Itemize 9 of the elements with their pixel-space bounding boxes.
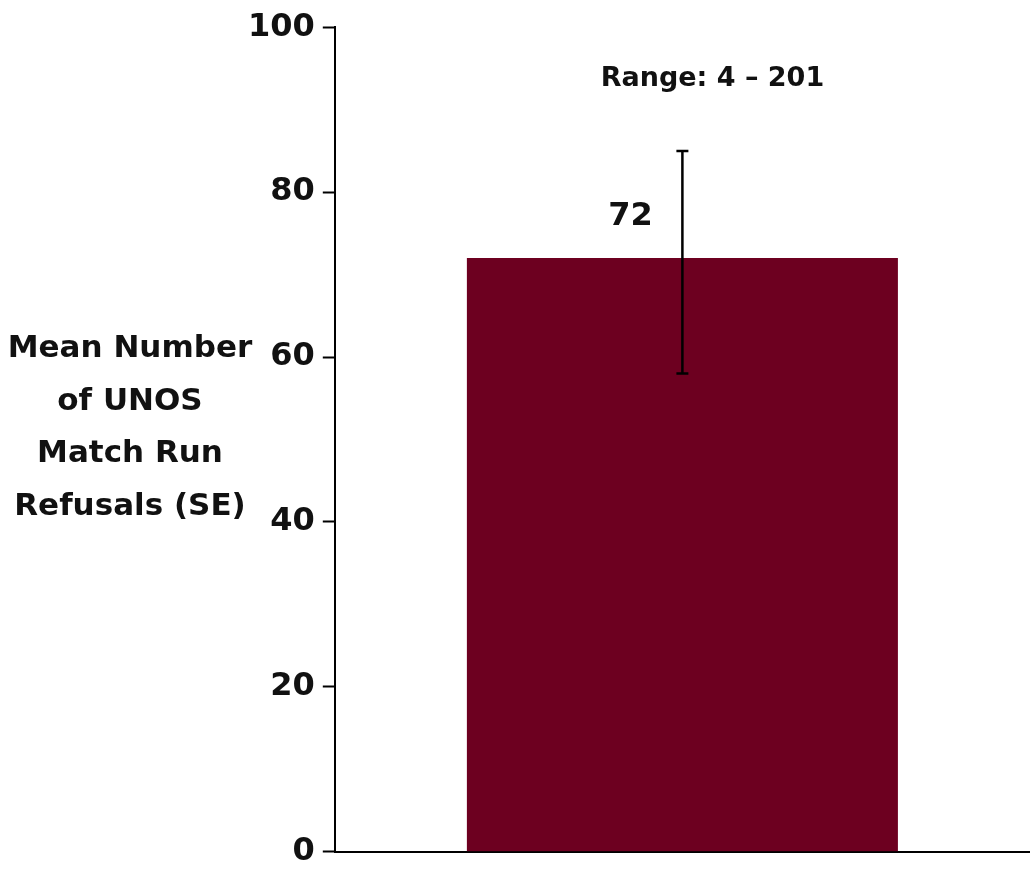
- y-axis-title: Mean Number of UNOS Match Run Refusals (SE): [6, 327, 254, 525]
- y-tick-label: 60: [270, 335, 315, 374]
- y-tick-label: 0: [292, 830, 315, 869]
- y-tick-label: 100: [248, 5, 315, 44]
- annotation: Range: 4 – 201: [600, 61, 825, 93]
- y-tick-label: 40: [270, 500, 315, 539]
- y-tick-label: 20: [270, 665, 315, 704]
- y-tick-label: 80: [270, 170, 315, 209]
- data-label: 72: [608, 195, 653, 234]
